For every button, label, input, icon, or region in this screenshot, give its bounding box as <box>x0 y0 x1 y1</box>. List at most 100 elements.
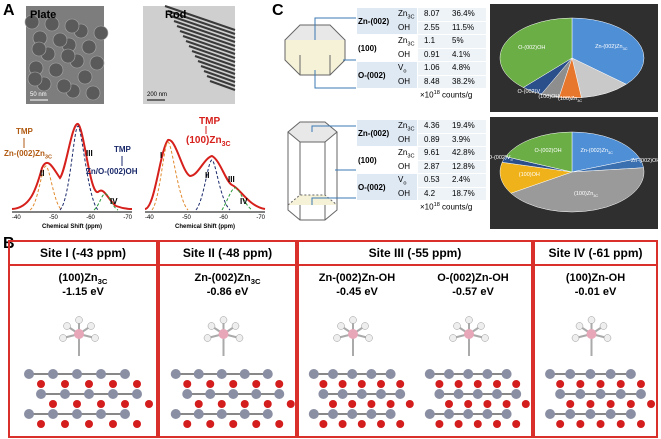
annotation: Zn/O-(002)OH <box>86 167 138 176</box>
zn-atom <box>585 369 596 379</box>
zn-atom <box>424 369 435 379</box>
scale-bar-label: 50 nm <box>30 92 47 98</box>
text-part: OH <box>398 134 410 144</box>
zn-atom <box>193 409 204 419</box>
text-part: o <box>540 91 543 96</box>
text-part: Zn <box>398 36 408 45</box>
particle <box>48 62 64 78</box>
percent: 18.7% <box>452 188 475 198</box>
zn-atom <box>615 389 626 399</box>
zn-atom <box>132 389 142 399</box>
text-part: Zn-(002)Zn <box>194 272 251 284</box>
text-part: O-(002)V <box>517 88 541 95</box>
o-atom <box>319 380 328 388</box>
text-part: counts/g <box>439 90 473 100</box>
fit-component <box>29 165 63 211</box>
particle <box>44 16 60 32</box>
o-atom <box>61 380 69 388</box>
structure-name: O-(002)Zn-OH <box>413 272 533 284</box>
percent: 42.8% <box>452 148 475 157</box>
site-label: OH <box>398 162 410 171</box>
o-atom <box>217 400 226 408</box>
o-atom <box>435 380 444 388</box>
h-atom <box>203 334 212 342</box>
x-tick-label: -60 <box>86 215 95 221</box>
text-part: 3C <box>407 153 415 160</box>
o-atom <box>396 380 405 388</box>
site-title: Site II (-48 ppm) <box>160 242 295 266</box>
text-part: 3C <box>608 151 613 156</box>
text-part: (100)OH <box>518 171 540 178</box>
panel-label: A <box>3 2 15 19</box>
h-atom <box>337 322 345 330</box>
text-part: (100)Zn-OH <box>565 272 626 284</box>
facet-label: (100) <box>358 155 377 165</box>
structure-name: (100)Zn-OH <box>536 272 656 284</box>
text-part: V <box>398 175 404 184</box>
particle <box>27 71 43 87</box>
zn-atom <box>274 389 285 399</box>
zn-atom <box>96 409 106 419</box>
panel-label: C <box>272 2 284 19</box>
x-ticks: -40 -50 -60 -70 <box>145 215 265 221</box>
o-atom <box>37 380 45 388</box>
site-label: OH <box>398 50 410 59</box>
site-label: Zn3C <box>398 122 415 133</box>
rod <box>182 35 236 55</box>
zn-atom <box>328 409 338 419</box>
amount: 9.61 <box>424 148 440 157</box>
h-atom <box>465 316 473 324</box>
p-atom <box>218 329 229 339</box>
zn-atom <box>595 389 606 399</box>
table-cell-bg <box>357 120 417 146</box>
text-part: 3C <box>250 277 261 287</box>
zn-atom <box>308 369 319 379</box>
zn-atom <box>193 369 204 379</box>
rod <box>209 80 236 91</box>
o-atom <box>109 420 117 428</box>
rod <box>179 30 236 51</box>
structure-graphics <box>545 316 656 428</box>
spectrum-curve <box>144 139 266 210</box>
binding-energy: -0.86 eV <box>206 286 249 298</box>
o-atom <box>275 420 284 428</box>
zn-atom <box>501 409 512 419</box>
h-atom <box>575 322 584 330</box>
o-atom <box>97 400 105 408</box>
pie-slice <box>499 162 573 194</box>
o-atom <box>133 380 141 388</box>
annotation: TMP <box>114 145 131 154</box>
o-atom <box>405 400 414 408</box>
amount: 8.07 <box>424 9 440 18</box>
rod <box>167 10 236 35</box>
text-part: 18 <box>433 202 440 208</box>
annotation: TMP <box>16 127 33 136</box>
text-part: 18 <box>433 90 440 96</box>
zn-atom <box>555 389 566 399</box>
percent: 36.4% <box>452 9 475 18</box>
o-atom <box>183 420 192 428</box>
x-axis-label: Chemical Shift (ppm) <box>174 224 235 230</box>
table-cell-bg <box>357 174 417 200</box>
o-atom <box>319 420 328 428</box>
rod <box>206 75 236 87</box>
zn-atom <box>395 389 406 399</box>
o-atom <box>521 400 530 408</box>
zn-atom <box>385 369 396 379</box>
fit-component <box>195 159 231 211</box>
text-part: (100)Zn <box>58 272 98 284</box>
zn-atom <box>108 389 118 399</box>
o-atom <box>206 380 215 388</box>
table-cell-bg <box>357 8 417 34</box>
o-atom <box>377 420 385 428</box>
x-tick-label: -60 <box>219 215 228 221</box>
text-part: Zn-(002)OH <box>630 158 661 165</box>
site-box: Site I (-43 ppm) (100)Zn3C -1.15 eV <box>8 240 158 438</box>
text-part: Zn <box>398 9 408 18</box>
o-atom <box>229 420 238 428</box>
site-title: Site III (-55 ppm) <box>299 242 531 266</box>
amount: 1.1 <box>424 36 436 45</box>
text-part: counts/g <box>439 202 473 212</box>
zn-atom <box>347 409 358 419</box>
pie-slice <box>505 131 573 173</box>
